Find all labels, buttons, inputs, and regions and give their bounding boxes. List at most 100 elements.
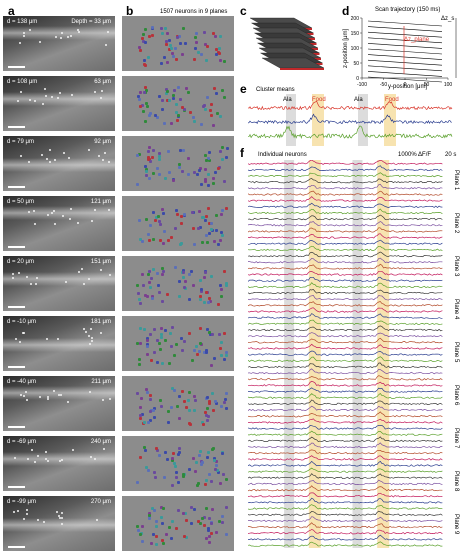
neuron-roi: [213, 457, 217, 460]
neuron-roi: [222, 472, 226, 476]
bright-cell: [32, 210, 35, 213]
neuron-trace: [248, 516, 443, 523]
neuron-roi: [176, 405, 180, 409]
bright-cell: [56, 96, 59, 99]
bright-cell: [58, 515, 61, 518]
neuron-roi: [179, 221, 183, 225]
neuron-roi: [188, 298, 192, 302]
neuron-roi: [206, 95, 210, 99]
scan-line: [367, 43, 443, 49]
neuron-roi: [214, 464, 218, 468]
neuron-roi: [193, 36, 197, 40]
neuron-roi: [176, 509, 180, 513]
neuron-roi: [220, 405, 224, 409]
neuron-roi: [223, 179, 227, 183]
neuron-roi: [206, 183, 210, 187]
neuron-roi: [203, 350, 207, 354]
neuron-roi: [136, 284, 140, 288]
neuron-roi: [149, 159, 153, 163]
scan-trajectory-title: Scan trajectory (150 ms): [375, 7, 441, 13]
neuron-roi: [211, 31, 215, 35]
bright-cell: [56, 338, 59, 341]
neuron-segmentation-tile: [122, 256, 234, 311]
neuron-roi: [214, 34, 218, 38]
depth-image-tile: d = -40 μm 211 μm: [3, 376, 115, 431]
neuron-roi: [141, 109, 145, 113]
neuron-roi: [193, 242, 197, 246]
bright-cell: [33, 223, 36, 226]
depth-image-tile: d = 108 μm 63 μm: [3, 76, 115, 131]
neuron-roi: [219, 340, 223, 344]
neuron-roi: [143, 420, 147, 424]
scale-bar: [8, 546, 25, 548]
scale-bar: [8, 366, 25, 368]
neuron-roi: [205, 291, 209, 295]
neuron-roi: [158, 290, 162, 294]
neuron-roi: [193, 170, 197, 174]
neuron-segmentation-tile: [122, 316, 234, 371]
neuron-roi: [187, 273, 191, 277]
bright-cell: [22, 394, 25, 397]
neuron-roi: [149, 419, 153, 423]
neuron-roi: [151, 33, 155, 37]
tile-depth-label: d = 20 μm: [7, 259, 34, 265]
neuron-roi: [220, 288, 224, 292]
bright-cell: [90, 339, 93, 342]
neuron-trace: [248, 227, 443, 233]
neuron-roi: [196, 481, 200, 485]
neuron-roi: [220, 452, 224, 456]
neuron-roi: [209, 333, 213, 337]
scale-bar: [8, 486, 25, 488]
neuron-trace: [248, 449, 443, 455]
bright-cell: [28, 160, 30, 163]
neuron-roi: [187, 90, 191, 94]
neuron-roi: [184, 511, 188, 515]
neuron-trace: [248, 430, 443, 436]
neuron-trace: [248, 492, 443, 498]
bright-cell: [82, 328, 85, 331]
neuron-roi: [175, 36, 179, 40]
neuron-roi: [210, 447, 214, 451]
bright-cell: [52, 389, 55, 392]
scan-line: [367, 76, 443, 83]
bright-cell: [19, 90, 22, 93]
neuron-roi: [219, 346, 223, 350]
neuron-roi: [158, 157, 162, 161]
bright-cell: [41, 154, 44, 157]
delta-zplane-label: Δz_plane: [404, 37, 430, 43]
ala-stimulus-band: [358, 94, 368, 146]
neuron-roi: [139, 397, 143, 401]
bright-cell: [90, 328, 93, 331]
neuron-roi: [181, 474, 185, 478]
neuron-roi: [170, 326, 174, 330]
bright-cell: [60, 511, 63, 514]
delta-zs-label: Δz_s: [441, 16, 455, 22]
neuron-roi: [143, 91, 147, 95]
neuron-trace: [248, 295, 443, 301]
neuron-roi: [203, 180, 207, 184]
neuron-roi: [203, 107, 207, 111]
neuron-roi: [144, 218, 148, 222]
neuron-roi: [178, 295, 182, 299]
neuron-roi: [207, 516, 211, 520]
bright-cell: [66, 400, 69, 403]
neuron-roi: [217, 242, 221, 246]
tile-absolute-depth: 181 μm: [90, 319, 111, 325]
bright-cell: [36, 455, 39, 458]
neuron-trace: [248, 424, 443, 430]
neuron-roi: [165, 42, 169, 46]
bright-cell: [41, 102, 44, 105]
neuron-trace: [248, 387, 443, 393]
neuron-roi: [199, 122, 203, 126]
neuron-roi: [186, 157, 190, 161]
neuron-roi: [182, 27, 186, 31]
neuron-roi: [178, 162, 182, 166]
neuron-trace: [248, 233, 443, 239]
neuron-roi: [174, 111, 178, 115]
neuron-roi: [204, 43, 208, 47]
neuron-roi: [201, 216, 205, 220]
bright-cell: [96, 519, 99, 522]
neuron-roi: [171, 459, 175, 463]
neuron-trace: [248, 497, 443, 504]
panel-a-label: a: [8, 4, 15, 18]
